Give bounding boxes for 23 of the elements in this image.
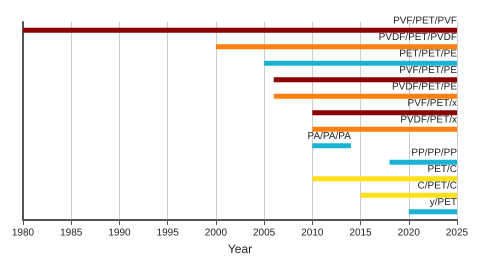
y-tick-label: PP/PP/PP <box>411 147 458 158</box>
y-tick-label: y/PET <box>430 196 457 208</box>
y-tick-label: PVF/PET/PE <box>399 64 458 76</box>
y-tick-label: PA/PA/PA <box>308 130 352 142</box>
y-tick-label: C/PET/C <box>418 180 457 192</box>
x-tick-label: 2025 <box>446 228 469 238</box>
x-tick-label: 2010 <box>301 228 324 238</box>
y-tick-label: PVF/PET/PVF <box>393 15 457 26</box>
y-tick-label: PET/C <box>428 164 457 175</box>
y-tick-label: PVF/PET/x <box>408 98 457 109</box>
x-tick-label: 2005 <box>252 228 276 238</box>
y-tick-label: PVDF/PET/x <box>400 114 457 126</box>
x-tick-label: 1995 <box>156 228 180 238</box>
x-tick-label: 2000 <box>204 228 228 238</box>
x-tick-label: 2015 <box>349 228 372 238</box>
x-tick-label: 1990 <box>108 228 132 238</box>
x-axis-title: Year <box>228 242 252 256</box>
y-tick-label: PVDF/PET/PE <box>392 81 458 92</box>
x-tick-label: 2020 <box>398 228 420 238</box>
y-tick-label: PET/PET/PE <box>399 48 458 60</box>
y-tick-label: PVDF/PET/PVDF <box>378 32 457 43</box>
x-tick-label: 1980 <box>12 228 35 238</box>
x-tick-label: 1985 <box>60 228 83 238</box>
